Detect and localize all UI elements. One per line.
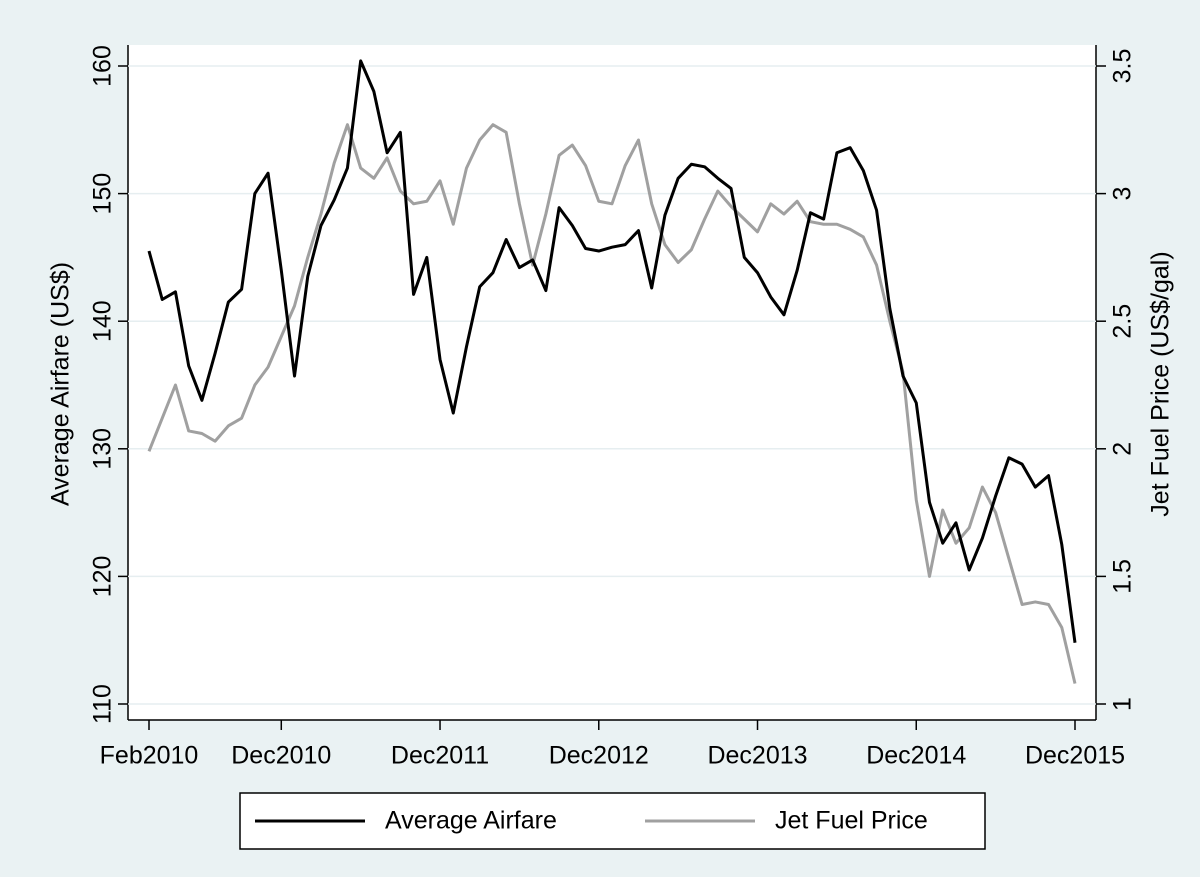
y-tick-label: 130 <box>89 428 117 470</box>
x-tick-label: Dec2012 <box>549 742 649 770</box>
legend-label: Jet Fuel Price <box>775 807 928 835</box>
y2-tick-label: 3 <box>1109 187 1137 201</box>
x-tick-label: Dec2015 <box>1025 742 1125 770</box>
y-tick-label: 150 <box>89 173 117 215</box>
y2-tick-label: 2 <box>1109 442 1137 456</box>
line-series <box>147 123 1077 684</box>
y2-tick-label: 3.5 <box>1109 49 1137 84</box>
y-axis-label: Average Airfare (US$) <box>47 262 75 506</box>
y2-tick-label: 1 <box>1109 697 1137 711</box>
x-tick-label: Dec2013 <box>707 742 807 770</box>
x-tick-label: Dec2014 <box>866 742 966 770</box>
y-tick-label: 140 <box>89 300 117 342</box>
y2-axis-label: Jet Fuel Price (US$/gal) <box>1147 251 1175 516</box>
x-tick-label: Dec2011 <box>391 742 489 770</box>
y-tick-label: 160 <box>89 45 117 87</box>
plot-area <box>128 45 1096 720</box>
legend-label: Average Airfare <box>385 807 557 835</box>
line-series <box>147 59 1077 643</box>
y-tick-label: 120 <box>89 556 117 598</box>
y-tick-label: 110 <box>89 684 117 724</box>
y2-tick-label: 1.5 <box>1109 559 1137 594</box>
x-tick-label: Feb2010 <box>100 742 199 770</box>
y2-tick-label: 2.5 <box>1109 304 1137 339</box>
x-tick-label: Dec2010 <box>231 742 331 770</box>
